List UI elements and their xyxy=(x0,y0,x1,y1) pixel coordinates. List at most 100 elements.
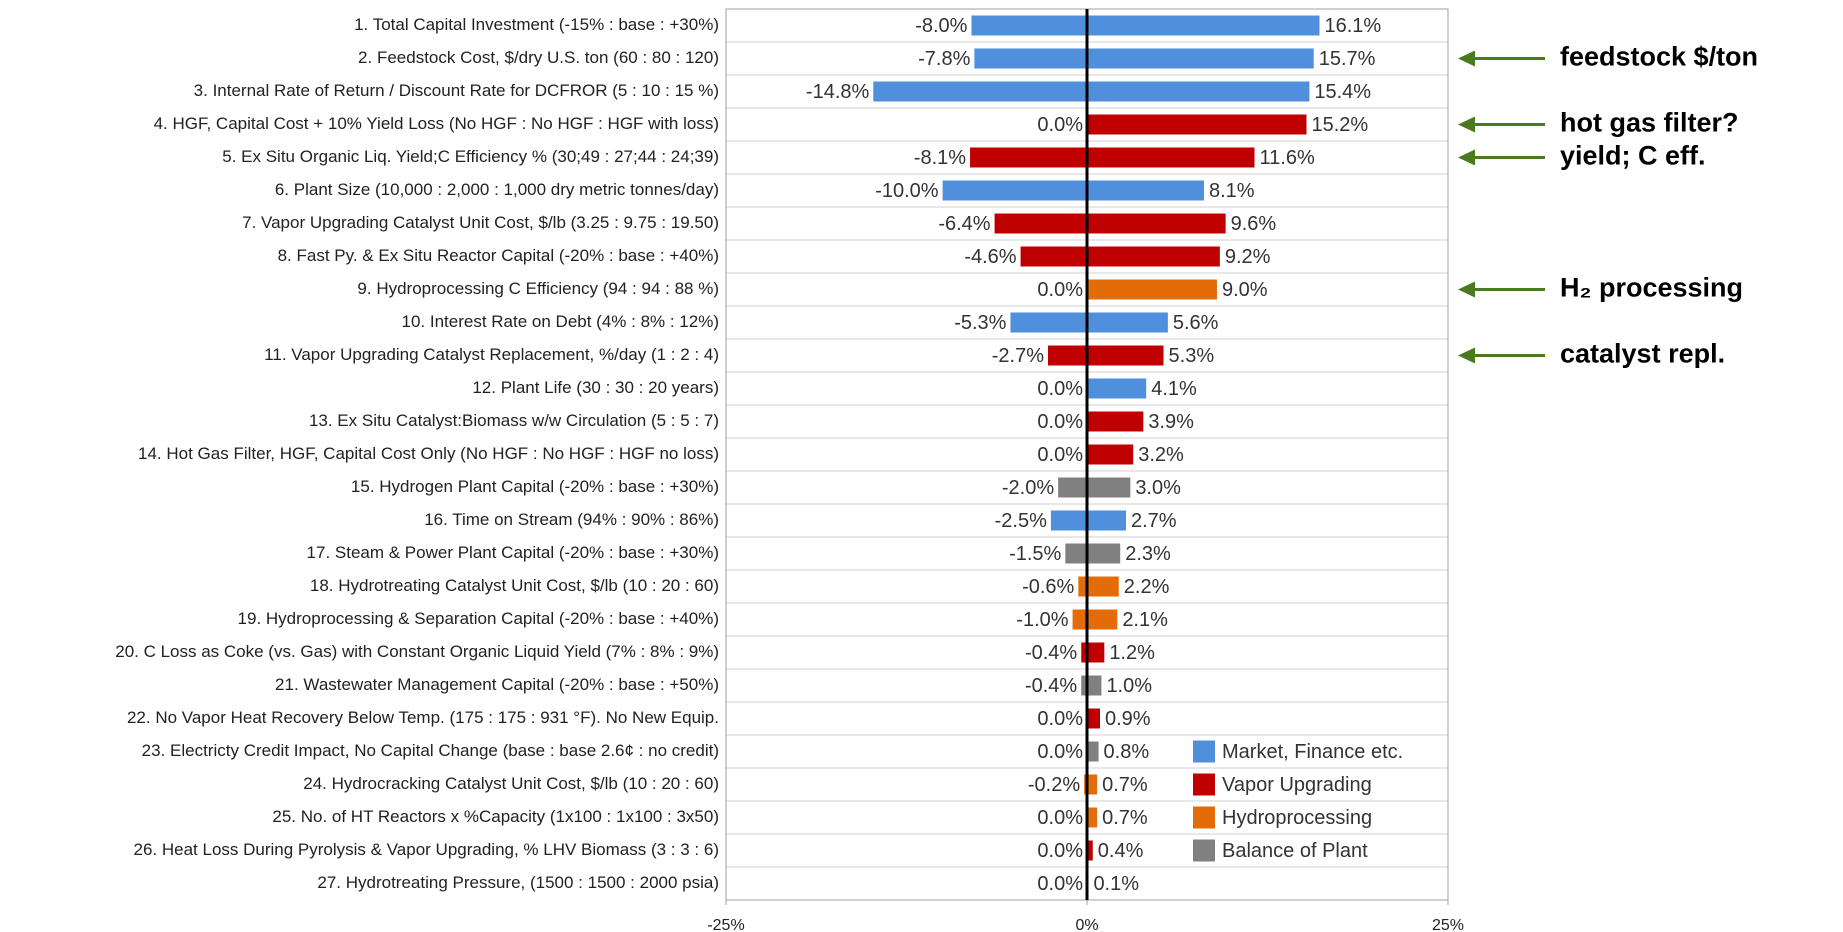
bar-high xyxy=(1087,147,1255,168)
value-label: -4.6% xyxy=(964,246,1016,268)
value-label: -0.4% xyxy=(1025,675,1077,697)
value-label: 2.7% xyxy=(1131,510,1177,532)
value-label: 5.6% xyxy=(1173,312,1219,334)
value-label: 0.0% xyxy=(1037,840,1083,862)
annotation: H₂ processing xyxy=(1560,273,1743,303)
annotation: hot gas filter? xyxy=(1560,108,1739,138)
bar-high xyxy=(1087,378,1147,399)
bar-high xyxy=(1087,609,1118,630)
legend-swatch xyxy=(1193,773,1215,796)
value-label: 0.0% xyxy=(1037,807,1083,829)
value-label: 0.1% xyxy=(1093,873,1139,895)
category-label: 16. Time on Stream (94% : 90% : 86%) xyxy=(424,510,719,529)
bar-high xyxy=(1087,576,1119,597)
value-label: -6.4% xyxy=(938,213,990,235)
value-label: -0.4% xyxy=(1025,642,1077,664)
category-label: 18. Hydrotreating Catalyst Unit Cost, $/… xyxy=(310,576,719,595)
legend-swatch xyxy=(1193,839,1215,862)
category-label: 1. Total Capital Investment (-15% : base… xyxy=(354,15,719,34)
value-label: -8.1% xyxy=(914,147,966,169)
value-label: 0.4% xyxy=(1098,840,1144,862)
value-label: 0.0% xyxy=(1037,114,1083,136)
legend-swatch xyxy=(1193,806,1215,829)
category-label: 17. Steam & Power Plant Capital (-20% : … xyxy=(307,543,719,562)
value-label: 3.9% xyxy=(1148,411,1194,433)
category-label: 10. Interest Rate on Debt (4% : 8% : 12%… xyxy=(402,312,720,331)
category-label: 22. No Vapor Heat Recovery Below Temp. (… xyxy=(127,708,719,727)
category-label: 15. Hydrogen Plant Capital (-20% : base … xyxy=(351,477,719,496)
legend-label: Market, Finance etc. xyxy=(1222,741,1403,763)
category-label: 23. Electricty Credit Impact, No Capital… xyxy=(142,741,719,760)
category-label: 6. Plant Size (10,000 : 2,000 : 1,000 dr… xyxy=(275,180,719,199)
bar-high xyxy=(1087,114,1307,135)
bar-low xyxy=(873,81,1087,102)
category-label: 13. Ex Situ Catalyst:Biomass w/w Circula… xyxy=(309,411,719,430)
bar-high xyxy=(1087,411,1144,432)
category-label: 5. Ex Situ Organic Liq. Yield;C Efficien… xyxy=(222,147,719,166)
value-label: -2.7% xyxy=(992,345,1044,367)
bar-high xyxy=(1087,708,1100,729)
value-label: -10.0% xyxy=(875,180,939,202)
value-label: 0.0% xyxy=(1037,741,1083,763)
bar-low xyxy=(970,147,1087,168)
x-tick-label: 0% xyxy=(1075,917,1098,932)
annotation-arrowhead xyxy=(1458,347,1475,364)
bar-high xyxy=(1087,246,1220,267)
category-label: 24. Hydrocracking Catalyst Unit Cost, $/… xyxy=(303,774,719,793)
category-label: 9. Hydroprocessing C Efficiency (94 : 94… xyxy=(357,279,719,298)
category-label: 2. Feedstock Cost, $/dry U.S. ton (60 : … xyxy=(358,48,719,67)
value-label: 0.0% xyxy=(1037,708,1083,730)
annotation-arrowhead xyxy=(1458,116,1475,133)
value-label: 8.1% xyxy=(1209,180,1255,202)
category-label: 3. Internal Rate of Return / Discount Ra… xyxy=(194,81,719,100)
value-label: 0.8% xyxy=(1104,741,1150,763)
value-label: 0.0% xyxy=(1037,873,1083,895)
category-label: 20. C Loss as Coke (vs. Gas) with Consta… xyxy=(115,642,719,661)
bar-high xyxy=(1087,48,1314,69)
bar-low xyxy=(1072,609,1087,630)
value-label: 0.0% xyxy=(1037,378,1083,400)
annotation-arrowhead xyxy=(1458,50,1475,67)
value-label: 0.7% xyxy=(1102,807,1148,829)
legend-label: Hydroprocessing xyxy=(1222,807,1372,829)
bar-high xyxy=(1087,774,1098,795)
value-label: 15.2% xyxy=(1311,114,1368,136)
category-label: 19. Hydroprocessing & Separation Capital… xyxy=(238,609,719,628)
value-label: 9.0% xyxy=(1222,279,1268,301)
bar-low xyxy=(1081,642,1087,663)
bar-low xyxy=(1020,246,1087,267)
legend-label: Balance of Plant xyxy=(1222,840,1368,862)
annotation-arrowhead xyxy=(1458,281,1475,298)
x-tick-label: -25% xyxy=(707,917,744,932)
category-label: 25. No. of HT Reactors x %Capacity (1x10… xyxy=(272,807,719,826)
bar-low xyxy=(1078,576,1087,597)
bar-low xyxy=(974,48,1087,69)
x-tick-label: 25% xyxy=(1432,917,1464,932)
bar-low xyxy=(942,180,1087,201)
value-label: -2.5% xyxy=(995,510,1047,532)
bar-low xyxy=(1048,345,1087,366)
value-label: -7.8% xyxy=(918,48,970,70)
category-label: 21. Wastewater Management Capital (-20% … xyxy=(275,675,719,694)
category-label: 12. Plant Life (30 : 30 : 20 years) xyxy=(472,378,719,397)
value-label: 2.2% xyxy=(1124,576,1170,598)
value-label: 1.2% xyxy=(1109,642,1155,664)
bar-high xyxy=(1087,510,1126,531)
value-label: 0.9% xyxy=(1105,708,1151,730)
bar-high xyxy=(1087,840,1093,861)
category-label: 14. Hot Gas Filter, HGF, Capital Cost On… xyxy=(138,444,719,463)
bar-high xyxy=(1087,15,1320,36)
category-label: 7. Vapor Upgrading Catalyst Unit Cost, $… xyxy=(242,213,719,232)
bar-high xyxy=(1087,213,1226,234)
value-label: 0.0% xyxy=(1037,444,1083,466)
value-label: 3.0% xyxy=(1135,477,1181,499)
bar-high xyxy=(1087,444,1134,465)
bar-low xyxy=(1010,312,1087,333)
bar-low xyxy=(1065,543,1087,564)
value-label: -0.6% xyxy=(1022,576,1074,598)
bar-high xyxy=(1087,543,1121,564)
bar-low xyxy=(1058,477,1087,498)
bar-high xyxy=(1087,807,1098,828)
value-label: 0.0% xyxy=(1037,411,1083,433)
bar-low xyxy=(971,15,1087,36)
